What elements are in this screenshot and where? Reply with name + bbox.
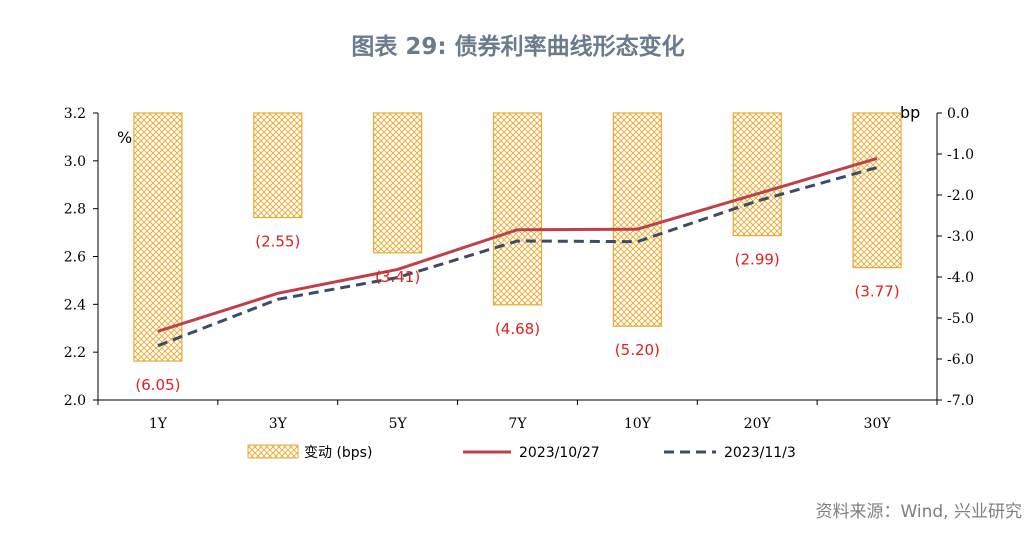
- x-tick-label: 7Y: [508, 416, 527, 432]
- x-tick-label: 1Y: [149, 416, 168, 432]
- bar-data-label: (3.41): [375, 268, 420, 286]
- bar: [373, 112, 423, 254]
- right-tick-label: -2.0: [947, 188, 974, 204]
- bar-data-label: (3.77): [855, 283, 900, 301]
- x-tick-label: 5Y: [389, 416, 408, 432]
- legend-label-series-1: 2023/10/27: [519, 445, 600, 461]
- bar: [253, 112, 303, 219]
- left-tick-label: 2.4: [64, 297, 86, 313]
- right-tick-label: -3.0: [947, 229, 974, 245]
- left-tick-label: 2.6: [64, 250, 86, 266]
- left-axis-unit: %: [117, 128, 132, 147]
- bar: [852, 112, 902, 269]
- right-tick-label: -7.0: [947, 393, 974, 409]
- bar-data-label: (6.05): [135, 376, 180, 394]
- legend-bar-swatch: [247, 444, 299, 459]
- bar-data-label: (2.55): [255, 233, 300, 251]
- left-tick-label: 2.2: [64, 345, 86, 361]
- bar: [732, 112, 782, 237]
- bar-data-label: (4.68): [495, 320, 540, 338]
- legend-label-bars: 变动 (bps): [304, 445, 372, 461]
- right-tick-label: -4.0: [947, 270, 974, 286]
- x-tick-label: 3Y: [269, 416, 288, 432]
- x-tick-label: 20Y: [744, 416, 772, 432]
- bar: [612, 112, 662, 327]
- bar: [133, 112, 183, 362]
- left-tick-label: 3.0: [64, 154, 86, 170]
- bar-data-label: (2.99): [735, 251, 780, 269]
- series-line-2023-11-3: [157, 166, 878, 348]
- right-tick-label: 0.0: [947, 106, 969, 122]
- left-tick-label: 2.8: [64, 202, 86, 218]
- left-tick-label: 2.0: [64, 393, 86, 409]
- right-tick-label: -5.0: [947, 311, 974, 327]
- right-axis-unit: bp: [900, 103, 920, 122]
- source-note: 资料来源：Wind, 兴业研究: [815, 502, 1022, 522]
- x-tick-label: 10Y: [624, 416, 652, 432]
- x-tick-label: 30Y: [864, 416, 892, 432]
- series-line-2023-10-27: [157, 157, 878, 333]
- chart-title: 图表 29: 债券利率曲线形态变化: [351, 34, 685, 60]
- right-tick-label: -1.0: [947, 147, 974, 163]
- bar: [492, 112, 543, 306]
- legend-label-series-2: 2023/11/3: [724, 445, 796, 461]
- right-tick-label: -6.0: [947, 352, 974, 368]
- left-tick-label: 3.2: [64, 106, 86, 122]
- bar-data-label: (5.20): [615, 341, 660, 359]
